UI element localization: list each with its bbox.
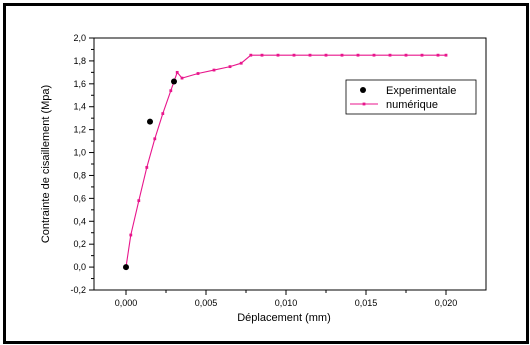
- x-tick-label: 0,020: [435, 298, 458, 308]
- chart-svg: 0,000 0,005 0,010 0,015 0,020 -0,2 0,0 0,2 0,4 0…: [40, 33, 487, 324]
- numerique-point: [129, 233, 133, 237]
- experimentale-point: [123, 264, 129, 271]
- y-tick-label: 0,6: [73, 193, 86, 203]
- legend-marker-experimentale: [360, 87, 366, 93]
- y-tick-label: 1,2: [73, 125, 86, 135]
- numerique-point: [196, 72, 200, 75]
- numerique-point: [420, 53, 424, 57]
- y-tick-label: 0,4: [73, 216, 86, 226]
- legend-label-experimentale: Experimentale: [386, 85, 456, 97]
- numerique-point: [175, 70, 179, 74]
- x-axis-label: Déplacement (mm): [237, 312, 331, 324]
- y-tick-label: 1,6: [73, 79, 86, 89]
- numerique-point: [292, 53, 296, 57]
- legend-box: [345, 79, 477, 115]
- y-tick-label: 0,8: [73, 170, 86, 180]
- numerique-point: [324, 53, 328, 57]
- y-tick-label: 1,4: [73, 102, 86, 112]
- numerique-point: [169, 89, 173, 93]
- numerique-point: [239, 61, 243, 65]
- experimentale-point: [147, 118, 153, 125]
- numerique-point: [145, 166, 149, 169]
- x-tick-label: 0,000: [115, 298, 138, 308]
- x-tick-label: 0,010: [275, 298, 298, 308]
- y-tick-label: -0,2: [70, 285, 86, 295]
- x-tick-label: 0,015: [355, 298, 378, 308]
- experimentale-point: [171, 78, 177, 85]
- numerique-point: [436, 53, 440, 57]
- series-layer: [123, 53, 448, 271]
- numerique-point: [372, 53, 376, 57]
- y-tick-label: 1,0: [73, 148, 86, 158]
- y-tick-label: 0,0: [73, 262, 86, 272]
- y-axis-ticks: -0,2 0,0 0,2 0,4 0,6 0,8 1,0 1,2 1,4 1,6 1,8 2,0: [70, 33, 94, 295]
- legend-label-numerique: numérique: [386, 99, 438, 111]
- numerique-point: [308, 53, 312, 57]
- x-tick-label: 0,005: [195, 298, 218, 308]
- y-tick-label: 1,8: [73, 56, 86, 66]
- numerique-point: [228, 65, 232, 69]
- y-tick-label: 0,2: [73, 239, 86, 249]
- numerique-point: [212, 68, 216, 72]
- numerique-point: [153, 137, 157, 141]
- numerique-point: [161, 112, 165, 115]
- y-tick-label: 2,0: [73, 33, 86, 43]
- y-axis-label: Contrainte de cisaillement (Mpa): [40, 85, 52, 243]
- numerique-point: [260, 53, 264, 57]
- numerique-point: [340, 53, 344, 57]
- chart-frame: 0,000 0,005 0,010 0,015 0,020 -0,2 0,0 0,2 0,4 0…: [3, 3, 529, 344]
- numerique-point: [444, 53, 448, 57]
- numerique-point: [276, 53, 280, 57]
- numerique-point: [137, 199, 141, 203]
- legend-marker-numerique: [362, 102, 366, 106]
- numerique-point: [356, 53, 360, 57]
- numerique-point: [249, 53, 253, 57]
- numerique-point: [404, 53, 408, 57]
- numerique-point: [180, 76, 184, 80]
- x-axis-ticks: 0,000 0,005 0,010 0,015 0,020: [115, 290, 458, 308]
- numerique-point: [388, 53, 392, 57]
- legend: Experimentale numérique: [345, 79, 477, 115]
- plot-area: [93, 37, 487, 291]
